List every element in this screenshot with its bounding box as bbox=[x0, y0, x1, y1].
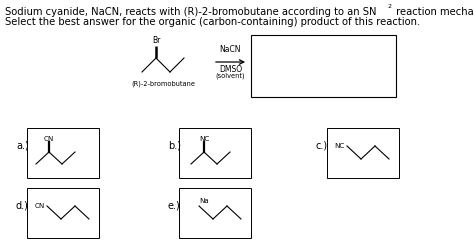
Text: a.): a.) bbox=[16, 140, 29, 150]
Bar bbox=[179, 128, 251, 178]
Text: (solvent): (solvent) bbox=[216, 72, 246, 78]
Bar bbox=[27, 128, 99, 178]
Text: c.): c.) bbox=[316, 140, 328, 150]
Text: Br: Br bbox=[152, 36, 160, 45]
Text: d.): d.) bbox=[16, 200, 29, 210]
Bar bbox=[327, 128, 399, 178]
Text: b.): b.) bbox=[168, 140, 181, 150]
Text: NC: NC bbox=[335, 143, 345, 149]
Text: 2: 2 bbox=[388, 4, 392, 9]
Text: Sodium cyanide, NaCN, reacts with (R)-2-bromobutane according to an SN: Sodium cyanide, NaCN, reacts with (R)-2-… bbox=[5, 7, 376, 17]
Bar bbox=[179, 188, 251, 238]
Text: Select the best answer for the organic (carbon-containing) product of this react: Select the best answer for the organic (… bbox=[5, 17, 420, 27]
Bar bbox=[27, 188, 99, 238]
Text: e.): e.) bbox=[168, 200, 181, 210]
Text: reaction mechanism.: reaction mechanism. bbox=[393, 7, 474, 17]
Text: (R)-2-bromobutane: (R)-2-bromobutane bbox=[131, 80, 195, 86]
Text: NC: NC bbox=[199, 136, 209, 142]
Text: Na: Na bbox=[199, 198, 209, 204]
Text: CN: CN bbox=[44, 136, 54, 142]
Text: DMSO: DMSO bbox=[219, 65, 242, 74]
Bar bbox=[251, 35, 396, 97]
Text: CN: CN bbox=[35, 203, 45, 209]
Text: NaCN: NaCN bbox=[220, 45, 241, 54]
